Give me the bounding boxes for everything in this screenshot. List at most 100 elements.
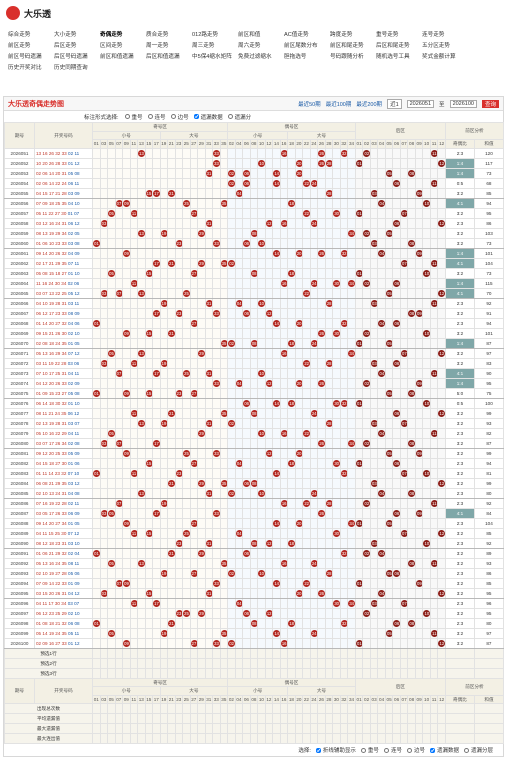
- nav-link[interactable]: 后区和尾走势: [376, 43, 410, 49]
- checkbox[interactable]: [124, 114, 130, 119]
- option[interactable]: 边号: [406, 746, 425, 754]
- option[interactable]: 折线辅助显示: [315, 746, 356, 754]
- checkbox[interactable]: [463, 747, 469, 753]
- nav-link[interactable]: 连号走势: [422, 32, 445, 38]
- checkbox[interactable]: [383, 747, 389, 753]
- nav-link[interactable]: AC值走势: [284, 32, 309, 38]
- grid-cell: [384, 247, 394, 259]
- nav-link[interactable]: 奖式金额计算: [422, 54, 456, 60]
- recent-link[interactable]: 最近50期: [298, 101, 321, 108]
- grid-cell: 11: [129, 467, 138, 479]
- pre-rows: 预选1行 预选2行 预选3行: [4, 647, 504, 679]
- recent-link[interactable]: 最近100期: [325, 101, 352, 108]
- nav-link[interactable]: 免费过滤缩水: [238, 54, 272, 60]
- stat-cell: [324, 667, 334, 679]
- nav-link[interactable]: 前区走势: [8, 43, 31, 49]
- checkbox[interactable]: [227, 114, 233, 119]
- grid-cell: [122, 227, 131, 239]
- grid-cell: [197, 537, 206, 549]
- grid-cell: [339, 157, 349, 169]
- nav-link[interactable]: 历史同期查询: [54, 65, 88, 71]
- grid-cell: [114, 587, 123, 599]
- nav-link[interactable]: 五分区走势: [422, 43, 450, 49]
- checkbox[interactable]: [147, 114, 153, 119]
- nav-link[interactable]: 区间走势: [100, 43, 123, 49]
- grid-cell: [302, 607, 311, 619]
- front-number: 33: [61, 240, 67, 246]
- option[interactable]: 连号: [147, 113, 166, 121]
- draw-numbers: 03 07 13 22 25 05 12: [34, 287, 93, 299]
- nav-link[interactable]: 奇偶走势: [100, 32, 123, 38]
- nav-link[interactable]: 周六走势: [238, 43, 261, 49]
- grid-cell: [174, 227, 183, 239]
- nav-link[interactable]: 前区和值遗漏: [100, 54, 134, 60]
- option[interactable]: 遗漏数据: [429, 746, 459, 754]
- nav-link[interactable]: 前区号码遗漏: [8, 54, 42, 60]
- option[interactable]: 遗漏分: [227, 113, 251, 121]
- nav-link[interactable]: 质合走势: [146, 32, 169, 38]
- checkbox[interactable]: [315, 747, 321, 753]
- col-label: 04: [234, 139, 244, 149]
- grid-cell: [392, 157, 401, 169]
- checkbox[interactable]: [193, 114, 199, 119]
- nav-link[interactable]: 前区和值: [238, 32, 261, 38]
- grid-cell: [347, 157, 356, 169]
- range-select[interactable]: 近1: [387, 98, 402, 109]
- drawn-ball: 34: [348, 599, 355, 607]
- option[interactable]: 边号: [170, 113, 189, 121]
- drawn-ball: 16: [281, 349, 287, 357]
- to-input[interactable]: 2026100: [449, 99, 477, 108]
- grid-cell: [144, 227, 153, 239]
- grid-cell: [384, 457, 394, 469]
- col-label: 14: [272, 694, 281, 704]
- grid-cell: 09: [122, 447, 131, 459]
- nav-link[interactable]: 跨度走势: [330, 32, 353, 38]
- grid-cell: [407, 207, 416, 219]
- nav-link[interactable]: 号码跟随分析: [330, 54, 364, 60]
- nav-link[interactable]: 后区走势: [54, 43, 77, 49]
- grid-cell: [114, 567, 123, 579]
- nav-link[interactable]: 胆拖选号: [284, 54, 307, 60]
- option[interactable]: 重号: [124, 113, 143, 121]
- grid-cell: [137, 307, 146, 319]
- grid-cell: [354, 327, 364, 339]
- option[interactable]: 遗漏分层: [463, 746, 493, 754]
- grid-cell: [167, 287, 176, 299]
- nav-link[interactable]: 大小走势: [54, 32, 77, 38]
- grid-cell: [92, 337, 101, 349]
- nav-link[interactable]: 012路走势: [192, 32, 219, 38]
- checkbox[interactable]: [406, 747, 412, 753]
- grid-cell: [414, 297, 424, 309]
- grid-cell: [114, 337, 123, 349]
- grid-cell: [219, 177, 229, 189]
- front-number: 28: [61, 570, 67, 576]
- stat-row: 最大遗漏值: [4, 723, 504, 734]
- grid-cell: [264, 467, 274, 479]
- nav-link[interactable]: 随机选号工具: [376, 54, 410, 60]
- nav-link[interactable]: 前区尾数分布: [284, 43, 318, 49]
- checkbox[interactable]: [429, 747, 435, 753]
- checkbox[interactable]: [170, 114, 176, 119]
- option[interactable]: 重号: [360, 746, 379, 754]
- nav-link[interactable]: 历史开奖对比: [8, 65, 42, 71]
- grid-cell: [377, 237, 386, 249]
- front-number: 07: [36, 500, 42, 506]
- grid-cell: [137, 277, 146, 289]
- nav-link[interactable]: 后区号码遗漏: [54, 54, 88, 60]
- nav-link[interactable]: 周一走势: [146, 43, 169, 49]
- query-button[interactable]: 查询: [481, 99, 499, 108]
- nav-link[interactable]: 前区和尾走势: [330, 43, 364, 49]
- nav-link[interactable]: 中5保4缩水矩阵: [192, 54, 232, 60]
- option[interactable]: 遗漏数据: [193, 113, 223, 121]
- front-number: 17: [48, 600, 54, 606]
- grid-cell: [174, 157, 183, 169]
- checkbox[interactable]: [360, 747, 366, 753]
- from-input[interactable]: 2026051: [406, 99, 435, 108]
- grid-cell: [257, 197, 266, 209]
- option[interactable]: 连号: [383, 746, 402, 754]
- recent-link[interactable]: 最近200期: [356, 101, 383, 108]
- nav-link[interactable]: 重号走势: [376, 32, 399, 38]
- nav-link[interactable]: 综合走势: [8, 32, 31, 38]
- nav-link[interactable]: 周三走势: [192, 43, 215, 49]
- nav-link[interactable]: 后区和值遗漏: [146, 54, 180, 60]
